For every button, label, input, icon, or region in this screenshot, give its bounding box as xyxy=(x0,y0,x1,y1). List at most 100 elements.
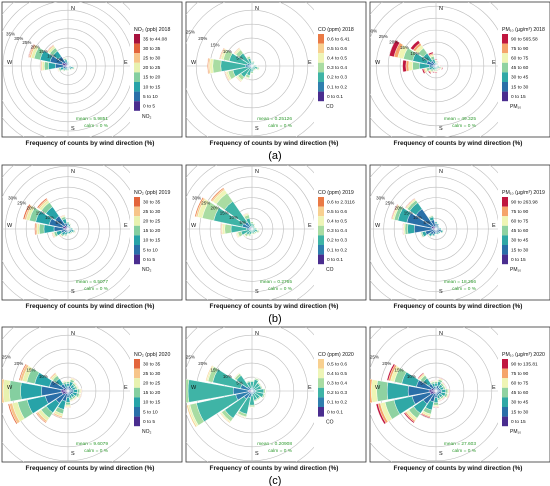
legend-entry: 0.3 to 0.4 xyxy=(327,228,347,234)
rose-sector-12-bin-3 xyxy=(224,223,232,235)
legend-entry: 0.2 to 0.3 xyxy=(327,238,347,244)
rose-sector-0-bin-6 xyxy=(433,379,439,381)
rose-sector-12-bin-4 xyxy=(408,60,414,72)
rose-sector-1-bin-4 xyxy=(68,62,71,64)
mean-label: mean = 27.603 xyxy=(444,441,476,447)
compass-west: W xyxy=(7,60,13,66)
mean-label: mean = 6.5077 xyxy=(76,279,108,285)
rose-sector-12-bin-3 xyxy=(404,223,409,235)
rose-sector-9-bin-6 xyxy=(420,413,431,419)
rose-sector-6-bin-4 xyxy=(439,232,442,235)
rose-sector-15-bin-5 xyxy=(62,56,67,59)
rose-sector-12-bin-6 xyxy=(34,222,37,236)
legend-footer: PM₁₀ xyxy=(510,267,521,273)
rose-sector-10-bin-6 xyxy=(243,234,247,238)
legend-swatch xyxy=(502,206,508,217)
legend-swatch xyxy=(502,359,508,369)
radial-tick-label: 15% xyxy=(211,367,220,372)
rose-sector-4-bin-6 xyxy=(449,388,451,394)
rose-sector-15-bin-6 xyxy=(61,379,66,383)
legend-entry: 0 to 5 xyxy=(143,419,155,425)
compass-south: S xyxy=(255,451,259,457)
polar-plot: 5%10%15%20%25%30% xyxy=(370,165,498,300)
calm-label: calm = 0 % xyxy=(84,123,109,129)
rose-sector-12-bin-5 xyxy=(405,60,410,72)
radial-tick-label: 5% xyxy=(236,380,243,385)
rose-sector-14-bin-6 xyxy=(404,197,415,208)
legend-swatch xyxy=(502,416,508,427)
legend-entry: 30 to 45 xyxy=(511,238,529,244)
legend-entry: 90 to 565.58 xyxy=(511,36,538,42)
legend-entry: 0.5 to 0.6 xyxy=(327,46,347,52)
legend-entry: 0.3 to 0.4 xyxy=(327,381,347,387)
legend-entry: 0.6 to 6.41 xyxy=(327,36,350,42)
radial-tick-label: 15% xyxy=(211,42,220,47)
legend-entry: 15 to 20 xyxy=(143,390,161,396)
rose-sector-10-bin-5 xyxy=(427,234,431,238)
legend-entry: 20 to 25 xyxy=(143,219,161,225)
rose-sector-1-bin-6 xyxy=(438,377,444,380)
legend-swatch xyxy=(502,235,508,245)
legend-entry: 5 to 10 xyxy=(143,94,158,100)
calm-label: calm = 0 % xyxy=(84,286,109,292)
legend-swatch xyxy=(134,407,140,417)
rose-sector-12-bin-6 xyxy=(220,223,222,235)
legend-swatch xyxy=(318,378,324,388)
rose-sector-12-bin-7 xyxy=(39,60,42,72)
legend-entry: 0.4 to 0.5 xyxy=(327,219,347,225)
rose-sector-7-bin-6 xyxy=(70,399,75,403)
rose-sector-7-bin-6 xyxy=(438,399,443,403)
legend-swatch xyxy=(134,416,140,427)
radial-tick-label: 10% xyxy=(223,49,232,54)
rose-sector-1-bin-5 xyxy=(68,222,72,225)
legend-entry: 0 to 15 xyxy=(511,257,526,263)
mean-label: mean = 5.9851 xyxy=(76,116,108,122)
legend-swatch xyxy=(502,397,508,407)
radial-tick-label: 30% xyxy=(8,196,17,201)
rose-sector-14-bin-7 xyxy=(46,44,54,52)
calm-label: calm = 0 % xyxy=(452,286,477,292)
legend-title: PM₁₀ (µg/m³) 2019 xyxy=(502,190,545,196)
compass-north: N xyxy=(71,169,75,175)
rose-sector-12-bin-4 xyxy=(221,223,226,235)
legend-entry: 60 to 75 xyxy=(511,56,529,62)
legend-footer: PM₁₀ xyxy=(510,429,521,435)
rose-sector-1-bin-4 xyxy=(436,222,440,225)
panel-label-c: (c) xyxy=(269,475,282,486)
mean-label: mean = 0.25126 xyxy=(257,116,292,122)
mean-label: mean = 0.20908 xyxy=(257,441,292,447)
radial-tick-label: 15% xyxy=(220,210,229,215)
rose-sector-12-bin-6 xyxy=(0,379,1,404)
radial-tick-label: 5% xyxy=(52,380,59,385)
rose-sector-9-bin-5 xyxy=(236,413,247,419)
rose-sector-10-bin-5 xyxy=(61,69,65,73)
rose-sector-14-bin-6 xyxy=(49,372,56,379)
rose-sector-6-bin-5 xyxy=(71,232,74,235)
legend-entry: 60 to 75 xyxy=(511,219,529,225)
rose-sector-11-bin-5 xyxy=(186,404,198,428)
radial-tick-label: 15% xyxy=(36,210,45,215)
radial-tick-label: 30% xyxy=(14,36,23,41)
rose-sector-14-bin-6 xyxy=(36,197,48,209)
rose-sector-12-bin-3 xyxy=(212,58,222,74)
legend-swatch xyxy=(502,225,508,236)
rose-sector-5-bin-6 xyxy=(447,393,450,399)
compass-south: S xyxy=(71,126,75,132)
rose-sector-13-bin-6 xyxy=(22,203,31,220)
rose-sector-15-bin-5 xyxy=(245,379,250,383)
legend-swatch xyxy=(502,216,508,226)
polar-plot: 5%10%15%20%25%30% xyxy=(186,165,314,300)
rose-sector-10-bin-5 xyxy=(219,412,231,424)
compass-east: E xyxy=(124,223,128,229)
radial-tick-label: 20% xyxy=(31,45,40,50)
radial-tick-label: 25% xyxy=(379,34,388,39)
legend-entry: 0 to 5 xyxy=(143,257,155,263)
rose-sector-6-bin-5 xyxy=(70,68,73,71)
legend-entry: 0.6 to 2.3116 xyxy=(327,199,355,205)
compass-south: S xyxy=(439,289,443,295)
x-caption: Frequency of counts by wind direction (%… xyxy=(26,140,155,147)
legend-swatch xyxy=(502,34,508,44)
legend-swatch xyxy=(134,197,140,207)
